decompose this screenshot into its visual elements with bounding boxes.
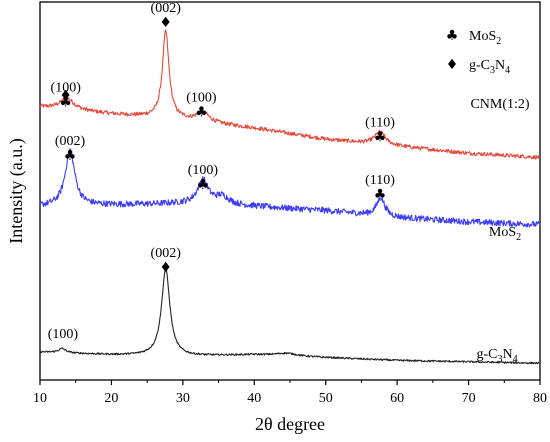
legend-label: g-C3N4 <box>469 58 510 76</box>
peak-label: (002) <box>151 246 182 261</box>
series-line <box>39 29 541 160</box>
diamond-icon: ♦ <box>159 260 172 276</box>
y-axis-label: Intensity (a.u.) <box>6 138 27 243</box>
diamond-icon: ♦ <box>159 15 172 31</box>
peak-label: (100) <box>51 81 82 96</box>
club-icon: ♣ <box>59 95 72 111</box>
club-icon: ♣ <box>197 177 210 193</box>
peak-label: (100) <box>48 327 79 342</box>
peak-label: (110) <box>365 116 395 131</box>
series-line <box>39 148 541 228</box>
series-line <box>39 268 541 365</box>
peak-label: (002) <box>55 134 86 149</box>
diamond-icon: ♦ <box>446 57 459 73</box>
x-tick-label: 30 <box>176 391 190 406</box>
x-tick-label: 50 <box>319 391 333 406</box>
legend: ♣ MoS2 ♦ g-C3N4 <box>446 28 510 76</box>
series-1 <box>39 148 541 228</box>
plot-border <box>39 1 541 381</box>
peak-label: (002) <box>151 1 182 16</box>
series-2 <box>39 268 541 365</box>
x-tick-label: 40 <box>247 391 261 406</box>
x-axis-label: 2θ degree <box>255 414 325 434</box>
x-tick-label: 80 <box>533 391 547 406</box>
x-tick-label: 10 <box>33 391 47 406</box>
club-icon: ♣ <box>374 187 387 203</box>
club-icon: ♣ <box>446 28 459 44</box>
series-label: CNM(1:2) <box>470 97 529 112</box>
club-icon: ♣ <box>195 104 208 120</box>
annotation-layer: CNM(1:2)MoS2g-C3N4(100)♣♦(002)♦(100)♣(11… <box>48 1 530 365</box>
plot-frame <box>39 1 541 381</box>
series-layer <box>39 29 541 365</box>
series-label: MoS2 <box>489 225 521 243</box>
legend-label: MoS2 <box>469 29 501 47</box>
peak-label: (100) <box>186 90 217 105</box>
x-tick-label: 60 <box>390 391 404 406</box>
x-tick-label: 20 <box>104 391 118 406</box>
axes-layer: 10 20 30 40 50 60 70 80 <box>33 380 547 406</box>
club-icon: ♣ <box>64 148 77 164</box>
diamond-icon: ♦ <box>59 88 72 104</box>
series-0 <box>39 29 541 160</box>
series-label: g-C3N4 <box>476 347 517 365</box>
peak-label: (100) <box>188 163 219 178</box>
x-tick-label: 70 <box>462 391 476 406</box>
peak-label: (110) <box>365 173 395 188</box>
club-icon: ♣ <box>374 130 387 146</box>
